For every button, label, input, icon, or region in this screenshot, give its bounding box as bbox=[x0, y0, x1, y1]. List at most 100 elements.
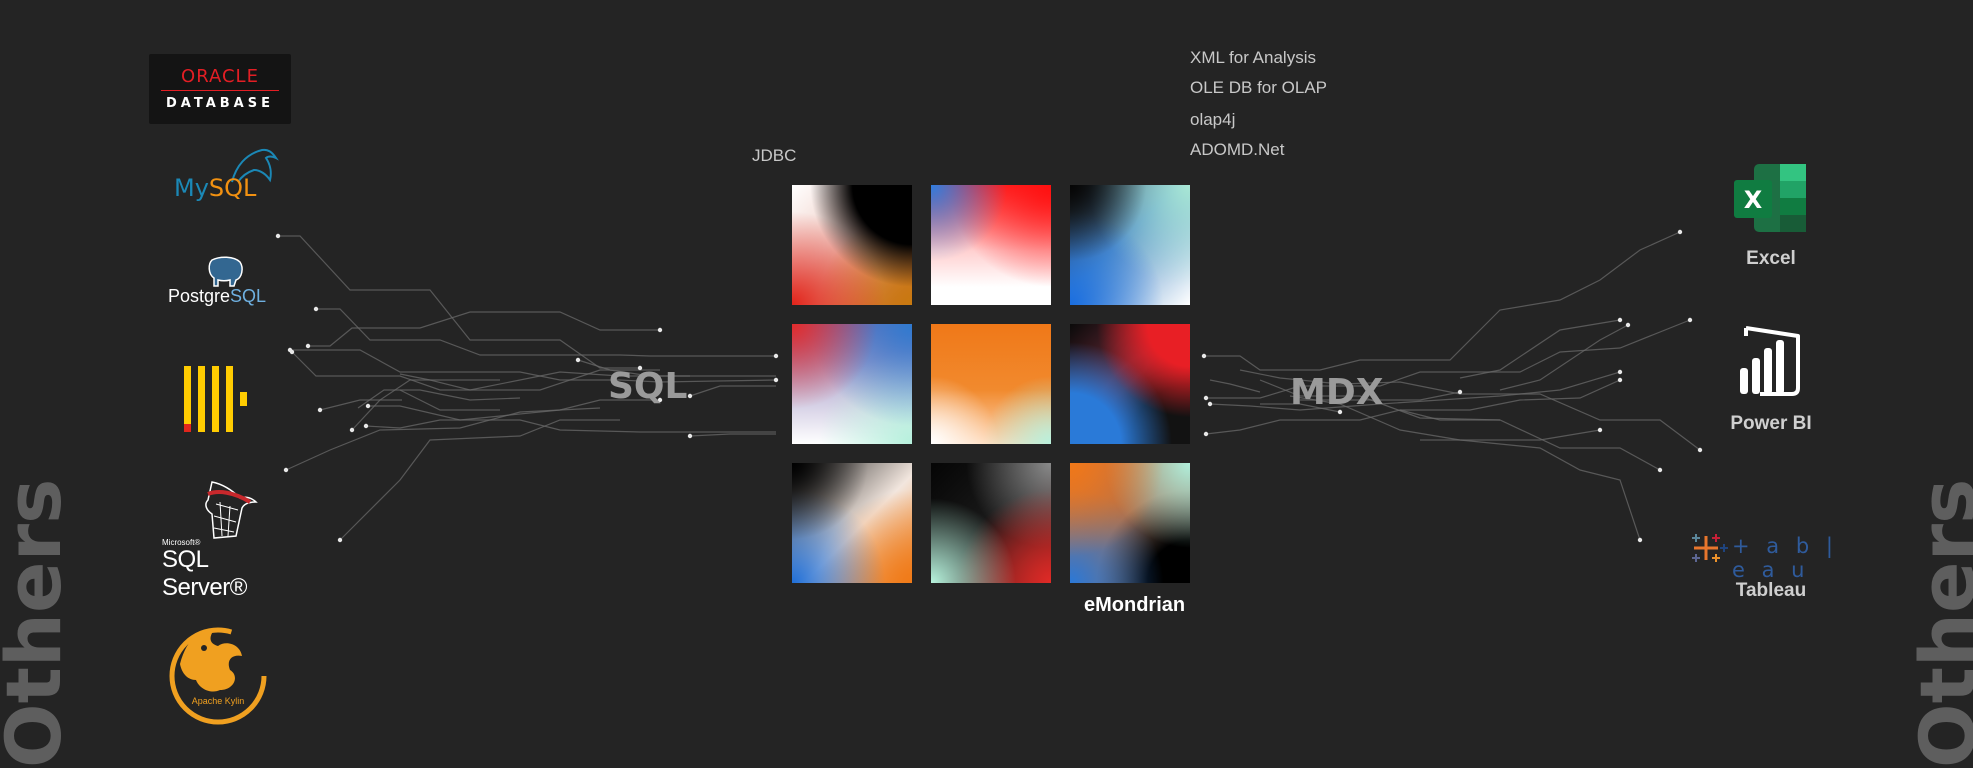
others-right-label: Others bbox=[1903, 478, 1973, 768]
wire-endpoint bbox=[773, 377, 779, 383]
wire-endpoint bbox=[275, 233, 281, 239]
olap4j-label: olap4j bbox=[1190, 110, 1236, 129]
xmla-label: XML for Analysis bbox=[1190, 48, 1316, 67]
wire-endpoint bbox=[1597, 427, 1603, 433]
wire-endpoint bbox=[1203, 431, 1209, 437]
connector-wire bbox=[1206, 319, 1691, 399]
emondrian-tile-7 bbox=[792, 463, 912, 583]
connector-wire bbox=[1209, 371, 1621, 411]
oracle-database-logo: ORACLE DATABASE bbox=[149, 54, 291, 124]
connector-wire bbox=[689, 385, 776, 397]
wire-endpoint bbox=[1617, 369, 1623, 375]
connector-wire bbox=[365, 419, 776, 433]
connector-wire bbox=[1300, 391, 1461, 401]
wire-endpoint bbox=[289, 349, 295, 355]
emondrian-tile-1 bbox=[792, 185, 912, 305]
wire-endpoint bbox=[317, 407, 323, 413]
wire-endpoint bbox=[1201, 353, 1207, 359]
connector-wire bbox=[1209, 379, 1261, 393]
wire-endpoint bbox=[657, 397, 663, 403]
mysql-wordmark: MySQL bbox=[174, 174, 256, 202]
wire-endpoint bbox=[1203, 395, 1209, 401]
svg-text:X: X bbox=[1744, 186, 1763, 214]
emondrian-tile-3 bbox=[1070, 185, 1190, 305]
wire-endpoint bbox=[363, 423, 369, 429]
powerbi-icon bbox=[1738, 326, 1802, 398]
postgresql-sql-text: SQL bbox=[230, 286, 267, 306]
wire-endpoint bbox=[1625, 322, 1631, 328]
emondrian-tile-2 bbox=[931, 185, 1051, 305]
postgresql-postgre-text: Postgre bbox=[168, 286, 231, 306]
wire-endpoint bbox=[1457, 389, 1463, 395]
kylin-dragon-icon: Apache Kylin bbox=[169, 627, 267, 725]
oracle-divider bbox=[161, 90, 279, 91]
mysql-logo: MySQL bbox=[172, 144, 282, 204]
connector-wire bbox=[339, 419, 620, 541]
wire-endpoint bbox=[1617, 377, 1623, 383]
sql-server-icon bbox=[205, 481, 258, 539]
excel-label: Excel bbox=[1746, 248, 1796, 269]
wire-endpoint bbox=[283, 467, 289, 473]
connector-wire bbox=[577, 359, 690, 377]
wire-endpoint bbox=[687, 433, 693, 439]
connector-wire bbox=[1420, 429, 1601, 441]
wire-endpoint bbox=[657, 327, 663, 333]
others-left-label: Others bbox=[0, 478, 78, 768]
tableau-wordmark: + a b | e a u bbox=[1732, 534, 1838, 582]
postgresql-logo: PostgreSQL bbox=[168, 256, 282, 312]
connector-wire bbox=[285, 407, 601, 471]
connector-wire bbox=[1204, 231, 1681, 371]
emondrian-tile-8 bbox=[931, 463, 1051, 583]
connector-wire bbox=[1259, 379, 1661, 471]
emondrian-tile-9 bbox=[1070, 463, 1190, 583]
wire-endpoint bbox=[773, 353, 779, 359]
connector-wire bbox=[316, 308, 776, 357]
wire-endpoint bbox=[349, 427, 355, 433]
oracle-subtitle: DATABASE bbox=[166, 96, 274, 111]
connector-wire bbox=[1459, 319, 1621, 379]
wire-endpoint bbox=[1637, 537, 1643, 543]
sql-server-vendor: Microsoft® bbox=[162, 538, 201, 547]
clickhouse-bars bbox=[184, 366, 247, 432]
apache-kylin-logo: Apache Kylin bbox=[160, 620, 276, 726]
wire-endpoint bbox=[687, 393, 693, 399]
postgresql-wordmark: PostgreSQL bbox=[168, 286, 266, 307]
wire-endpoint bbox=[305, 343, 311, 349]
powerbi-glyph bbox=[1740, 326, 1800, 396]
emondrian-tile-6 bbox=[1070, 324, 1190, 444]
powerbi-label: Power BI bbox=[1730, 413, 1812, 434]
wire-endpoint bbox=[337, 537, 343, 543]
clickhouse-icon bbox=[182, 366, 262, 436]
wire-endpoint bbox=[1337, 409, 1343, 415]
product-name: eMondrian bbox=[1084, 594, 1186, 616]
jdbc-label: JDBC bbox=[752, 146, 797, 165]
connector-wire bbox=[1399, 409, 1500, 421]
excel-glyph: X bbox=[1734, 164, 1806, 232]
oracle-wordmark: ORACLE bbox=[181, 66, 259, 87]
connector-wire bbox=[1499, 324, 1629, 391]
oledb-label: OLE DB for OLAP bbox=[1190, 78, 1327, 97]
sql-server-logo: Microsoft® SQL Server® bbox=[162, 480, 282, 601]
emondrian-tile-5 bbox=[931, 324, 1051, 444]
wire-endpoint bbox=[313, 306, 319, 312]
connector-wire bbox=[399, 389, 500, 411]
wire-endpoint bbox=[575, 357, 581, 363]
connector-wire bbox=[1289, 395, 1641, 541]
wire-endpoint bbox=[1617, 317, 1623, 323]
connector-wire bbox=[319, 399, 402, 411]
dolphin-icon bbox=[231, 148, 279, 183]
connector-wire bbox=[357, 389, 521, 409]
kylin-caption: Apache Kylin bbox=[192, 696, 245, 706]
sql-label: SQL bbox=[608, 366, 688, 407]
connector-wire bbox=[351, 379, 500, 431]
wire-endpoint bbox=[1687, 317, 1693, 323]
connector-wire bbox=[278, 235, 640, 369]
adomd-label: ADOMD.Net bbox=[1190, 140, 1285, 159]
wire-endpoint bbox=[1207, 401, 1213, 407]
connector-wire bbox=[291, 351, 660, 391]
sql-server-wordmark: SQL Server® bbox=[162, 546, 247, 601]
connector-wire bbox=[1260, 403, 1341, 413]
wire-endpoint bbox=[365, 403, 371, 409]
emondrian-tile-4 bbox=[792, 324, 912, 444]
